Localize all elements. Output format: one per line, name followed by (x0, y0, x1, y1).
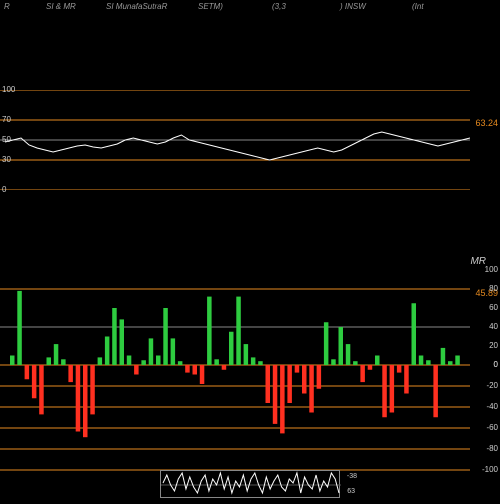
header-text-0: R (4, 2, 10, 11)
line-chart-svg (0, 90, 470, 190)
bar-axis-label: 0 (494, 360, 498, 369)
mini-label-1: 63 (347, 488, 355, 495)
bar-axis-label: 60 (489, 303, 498, 312)
chart-header: R SI & MR SI MunafaSutraR SETM) (3,3 ) I… (0, 2, 500, 18)
line-axis-label: 50 (2, 135, 11, 144)
header-text-2: SI MunafaSutraR (106, 2, 167, 11)
bar-axis-label: 40 (489, 322, 498, 331)
bar-chart-svg (0, 270, 470, 475)
bar-axis-label: -80 (486, 444, 498, 453)
bar-chart-panel (0, 270, 470, 470)
header-text-5: ) INSW (340, 2, 366, 11)
header-text-6: (Int (412, 2, 424, 11)
header-text-4: (3,3 (272, 2, 286, 11)
mini-chart-panel: -38 63 (160, 470, 340, 498)
line-chart-panel (0, 90, 470, 190)
line-axis-label: 30 (2, 155, 11, 164)
line-axis-label: 70 (2, 115, 11, 124)
bar-axis-label: 100 (485, 265, 498, 274)
mini-label-0: -38 (347, 473, 357, 480)
line-axis-label: 100 (2, 85, 15, 94)
bar-axis-label: -100 (482, 465, 498, 474)
bar-axis-label: 20 (489, 341, 498, 350)
bar-axis-label: -60 (486, 423, 498, 432)
mini-chart-svg (161, 471, 341, 499)
bar-axis-label: 80 (489, 284, 498, 293)
bar-axis-label: -40 (486, 402, 498, 411)
line-axis-label: 0 (2, 185, 6, 194)
header-text-1: SI & MR (46, 2, 76, 11)
bar-axis-label: -20 (486, 381, 498, 390)
header-text-3: SETM) (198, 2, 223, 11)
line-value-label: 63.24 (475, 118, 498, 128)
